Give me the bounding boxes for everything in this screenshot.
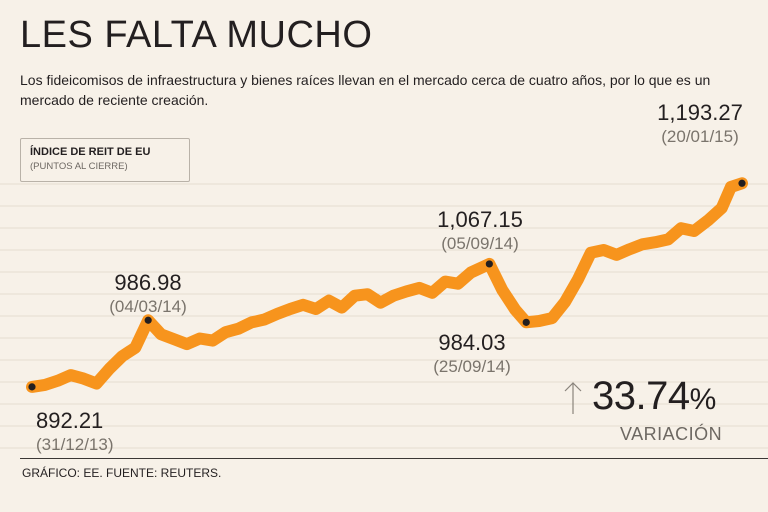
annotation-date: (31/12/13) xyxy=(36,435,114,454)
source-credit: GRÁFICO: EE. FUENTE: REUTERS. xyxy=(22,466,222,480)
chart-subtitle: Los fideicomisos de infraestructura y bi… xyxy=(20,72,711,108)
annotation-date: (05/09/14) xyxy=(441,234,519,253)
legend-title: ÍNDICE DE REIT DE EU xyxy=(30,146,151,158)
annotation-value: 1,067.15 xyxy=(437,207,523,232)
data-point-marker xyxy=(28,383,36,391)
data-point-marker xyxy=(485,260,493,268)
annotation-value: 986.98 xyxy=(114,270,181,295)
annotation-value: 984.03 xyxy=(438,330,505,355)
annotation-date: (04/03/14) xyxy=(109,297,187,316)
variation-number: 33.74 xyxy=(592,374,690,418)
annotation-value: 892.21 xyxy=(36,408,103,433)
annotation-date: (20/01/15) xyxy=(661,127,739,146)
annotation-value: 1,193.27 xyxy=(657,100,743,125)
arrow-up-icon xyxy=(564,382,582,414)
chart-annotations: 892.21 (31/12/13) 986.98 (04/03/14) 1,067.15… xyxy=(36,100,743,454)
data-point-marker xyxy=(738,179,746,187)
legend-box: ÍNDICE DE REIT DE EU (PUNTOS AL CIERRE) xyxy=(20,138,190,182)
variation-unit: % xyxy=(689,383,717,416)
footer-divider xyxy=(20,458,768,459)
chart-title: LES FALTA MUCHO xyxy=(20,14,373,56)
annotation-date: (25/09/14) xyxy=(433,357,511,376)
variation-label: VARIACIÓN xyxy=(620,424,723,444)
data-point-marker xyxy=(522,318,530,326)
legend-subtitle: (PUNTOS AL CIERRE) xyxy=(30,161,128,172)
chart-markers xyxy=(28,179,746,391)
variation-value: 33.74% xyxy=(592,374,716,419)
data-point-marker xyxy=(144,316,152,324)
